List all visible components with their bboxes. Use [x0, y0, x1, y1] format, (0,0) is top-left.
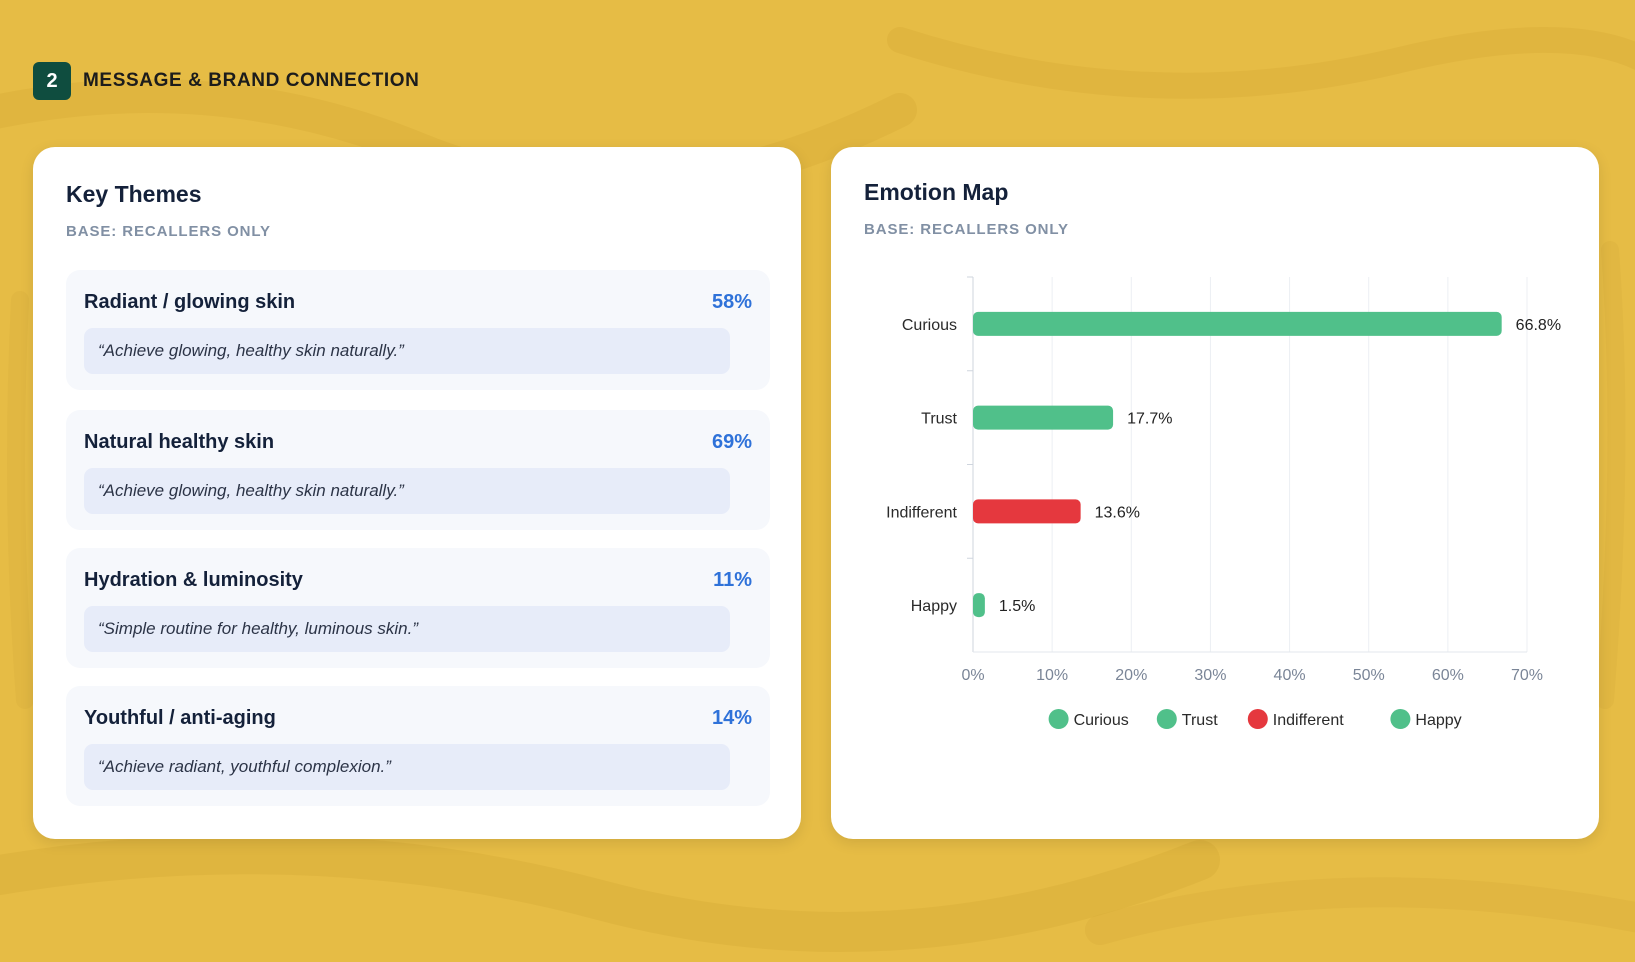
value-label: 13.6%: [1095, 504, 1140, 521]
theme-label: Hydration & luminosity: [84, 569, 303, 591]
emotion-map-card: Emotion Map BASE: RECALLERS ONLY 0% 10% 20…: [831, 147, 1599, 839]
legend-label: Indifferent: [1273, 712, 1344, 729]
x-tick-label: 50%: [1353, 667, 1385, 684]
x-tick-label: 30%: [1194, 667, 1226, 684]
legend-swatch: [1390, 709, 1411, 729]
value-label: 66.8%: [1516, 317, 1561, 334]
x-tick-label: 70%: [1511, 667, 1543, 684]
bar: [973, 499, 1081, 524]
theme-quote: “Achieve glowing, healthy skin naturally…: [84, 468, 730, 514]
theme-quote: “Simple routine for healthy, luminous sk…: [84, 606, 730, 652]
category-label: Curious: [902, 317, 957, 334]
x-tick-label: 60%: [1432, 667, 1464, 684]
x-tick-label: 40%: [1274, 667, 1306, 684]
legend-swatch: [1156, 709, 1177, 729]
key-themes-card: Key Themes BASE: RECALLERS ONLY Radiant …: [33, 147, 801, 839]
value-label: 17.7%: [1127, 411, 1172, 428]
theme-percent: 58%: [711, 291, 752, 313]
theme-label: Youthful / anti-aging: [84, 707, 276, 729]
theme-item: Radiant / glowing skin 58% “Achieve glow…: [66, 270, 770, 390]
theme-quote: “Achieve glowing, healthy skin naturally…: [84, 328, 730, 374]
theme-percent: 11%: [713, 569, 752, 591]
theme-item: Hydration & luminosity 11% “Simple routi…: [66, 548, 770, 668]
legend-swatch: [1247, 709, 1268, 729]
emotion-bar-chart: 0% 10% 20% 30% 40% 50% 60% 70% Curious 66.8% Trust…: [886, 276, 1561, 729]
theme-item: Natural healthy skin 69% “Achieve glowin…: [66, 410, 770, 530]
section-number-badge: 2: [33, 62, 71, 100]
theme-label: Natural healthy skin: [84, 431, 275, 453]
category-label: Happy: [911, 598, 957, 615]
category-label: Trust: [921, 411, 957, 428]
x-tick-label: 10%: [1036, 667, 1068, 684]
card-title: Key Themes: [66, 181, 202, 207]
legend-label: Trust: [1182, 712, 1218, 729]
legend-label: Curious: [1074, 712, 1129, 729]
bar: [973, 593, 985, 618]
card-subtitle: BASE: RECALLERS ONLY: [864, 221, 1069, 238]
legend-swatch: [1048, 709, 1069, 729]
theme-item: Youthful / anti-aging 14% “Achieve radia…: [66, 686, 770, 806]
category-label: Indifferent: [886, 504, 957, 521]
bar: [973, 311, 1502, 336]
section-header: 2 MESSAGE & BRAND CONNECTION: [33, 62, 420, 100]
bar: [973, 405, 1114, 430]
x-tick-label: 0%: [961, 667, 984, 684]
card-subtitle: BASE: RECALLERS ONLY: [66, 223, 271, 240]
theme-percent: 69%: [711, 431, 752, 453]
section-title: MESSAGE & BRAND CONNECTION: [83, 70, 420, 91]
card-title: Emotion Map: [864, 179, 1009, 205]
theme-percent: 14%: [711, 707, 752, 729]
value-label: 1.5%: [999, 598, 1035, 615]
x-tick-label: 20%: [1115, 667, 1147, 684]
legend-label: Happy: [1415, 712, 1461, 729]
theme-label: Radiant / glowing skin: [84, 291, 296, 313]
theme-quote: “Achieve radiant, youthful complexion.”: [84, 744, 730, 790]
